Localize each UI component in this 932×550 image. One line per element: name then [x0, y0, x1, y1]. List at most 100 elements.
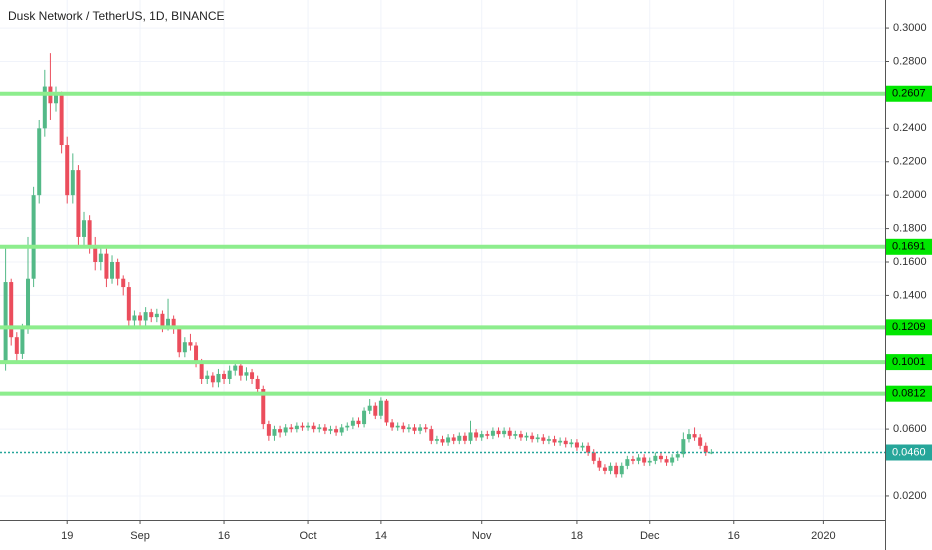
y-tick-label: 0.1600 [893, 256, 927, 268]
x-tick-label: 19 [61, 530, 73, 542]
candle-body [233, 365, 238, 371]
x-tick-label: 16 [218, 530, 230, 542]
candle-body [390, 422, 395, 428]
candle-body [384, 400, 389, 423]
candle-body [76, 170, 81, 237]
candle-body [608, 465, 613, 471]
candle-body [574, 442, 579, 448]
candle-body [614, 465, 619, 475]
candle-body [418, 427, 423, 431]
x-tick-label: 14 [375, 530, 387, 542]
candle-body [194, 345, 199, 363]
candle-body [177, 328, 182, 353]
candle-body [670, 457, 675, 463]
candle-body [14, 337, 19, 354]
x-tick-label: 2020 [811, 530, 835, 542]
candle-body [658, 455, 663, 460]
candle-body [602, 467, 607, 471]
candle-body [496, 430, 501, 435]
candle-body [474, 432, 479, 438]
candle-body [306, 425, 311, 428]
candle-body [171, 318, 176, 329]
candle-body [31, 195, 36, 279]
candle-body [311, 425, 316, 430]
candle-body [457, 435, 462, 441]
candle-body [709, 452, 714, 454]
candle-body [322, 427, 327, 431]
candle-body [289, 427, 294, 430]
level-label-box [886, 319, 932, 336]
candle-body [126, 287, 131, 321]
candle-body [703, 445, 708, 453]
candle-body [625, 459, 630, 466]
candle-body [26, 278, 31, 329]
y-tick-label: 0.2200 [893, 156, 927, 168]
candle-body [524, 435, 529, 438]
candle-body [446, 437, 451, 443]
level-label: 0.1209 [892, 321, 926, 333]
x-tick-label: Sep [130, 530, 150, 542]
candle-body [9, 282, 14, 338]
candle-body [160, 313, 165, 328]
candle-body [692, 434, 697, 438]
candle-body [440, 439, 445, 443]
candle-body [149, 312, 154, 318]
candle-body [345, 425, 350, 428]
y-tick-label: 0.0200 [893, 490, 927, 502]
candle-body [328, 429, 333, 431]
candle-body [272, 429, 277, 436]
last-price-box [886, 444, 932, 461]
y-tick-label: 0.1800 [893, 222, 927, 234]
candle-body [507, 430, 512, 436]
candle-body [339, 427, 344, 433]
candle-body [451, 437, 456, 441]
chart-title: Dusk Network / TetherUS, 1D, BINANCE [8, 9, 225, 23]
candle-body [546, 439, 551, 441]
candle-body [362, 410, 367, 425]
y-tick-label: 0.0600 [893, 423, 927, 435]
candle-body [485, 434, 490, 436]
candle-body [199, 362, 204, 379]
candle-body [54, 94, 59, 104]
candle-body [3, 282, 8, 363]
candle-body [681, 439, 686, 455]
level-label-box [886, 238, 932, 255]
candle-body [502, 430, 507, 435]
level-label: 0.1691 [892, 241, 926, 253]
candle-body [182, 342, 187, 353]
x-tick-label: Oct [300, 530, 317, 542]
candle-body [664, 459, 669, 463]
candle-body [569, 442, 574, 445]
candle-body [70, 170, 75, 196]
level-label-box [886, 354, 932, 371]
candle-body [535, 437, 540, 440]
candle-body [462, 435, 467, 441]
candle-body [552, 439, 557, 443]
y-tick-label: 0.3000 [893, 22, 927, 34]
candle-body [412, 427, 417, 431]
last-price-label: 0.0460 [892, 446, 926, 458]
candle-body [653, 455, 658, 461]
candle-body [244, 372, 249, 376]
candle-body [37, 128, 42, 196]
candle-body [294, 425, 299, 430]
x-tick-label: 16 [728, 530, 740, 542]
x-tick-label: Nov [472, 530, 492, 542]
candle-body [255, 378, 260, 389]
x-tick-label: 18 [571, 530, 583, 542]
candle-body [222, 373, 227, 379]
candle-body [591, 452, 596, 461]
candle-body [468, 432, 473, 441]
y-tick-label: 0.2400 [893, 122, 927, 134]
candle-body [121, 278, 126, 288]
candle-body [132, 315, 137, 321]
candle-body [154, 313, 159, 318]
candle-body [210, 375, 215, 383]
candle-body [143, 312, 148, 321]
candle-body [110, 262, 115, 279]
candle-body [238, 365, 243, 376]
level-label-box [886, 85, 932, 102]
x-tick-label: Dec [640, 530, 660, 542]
